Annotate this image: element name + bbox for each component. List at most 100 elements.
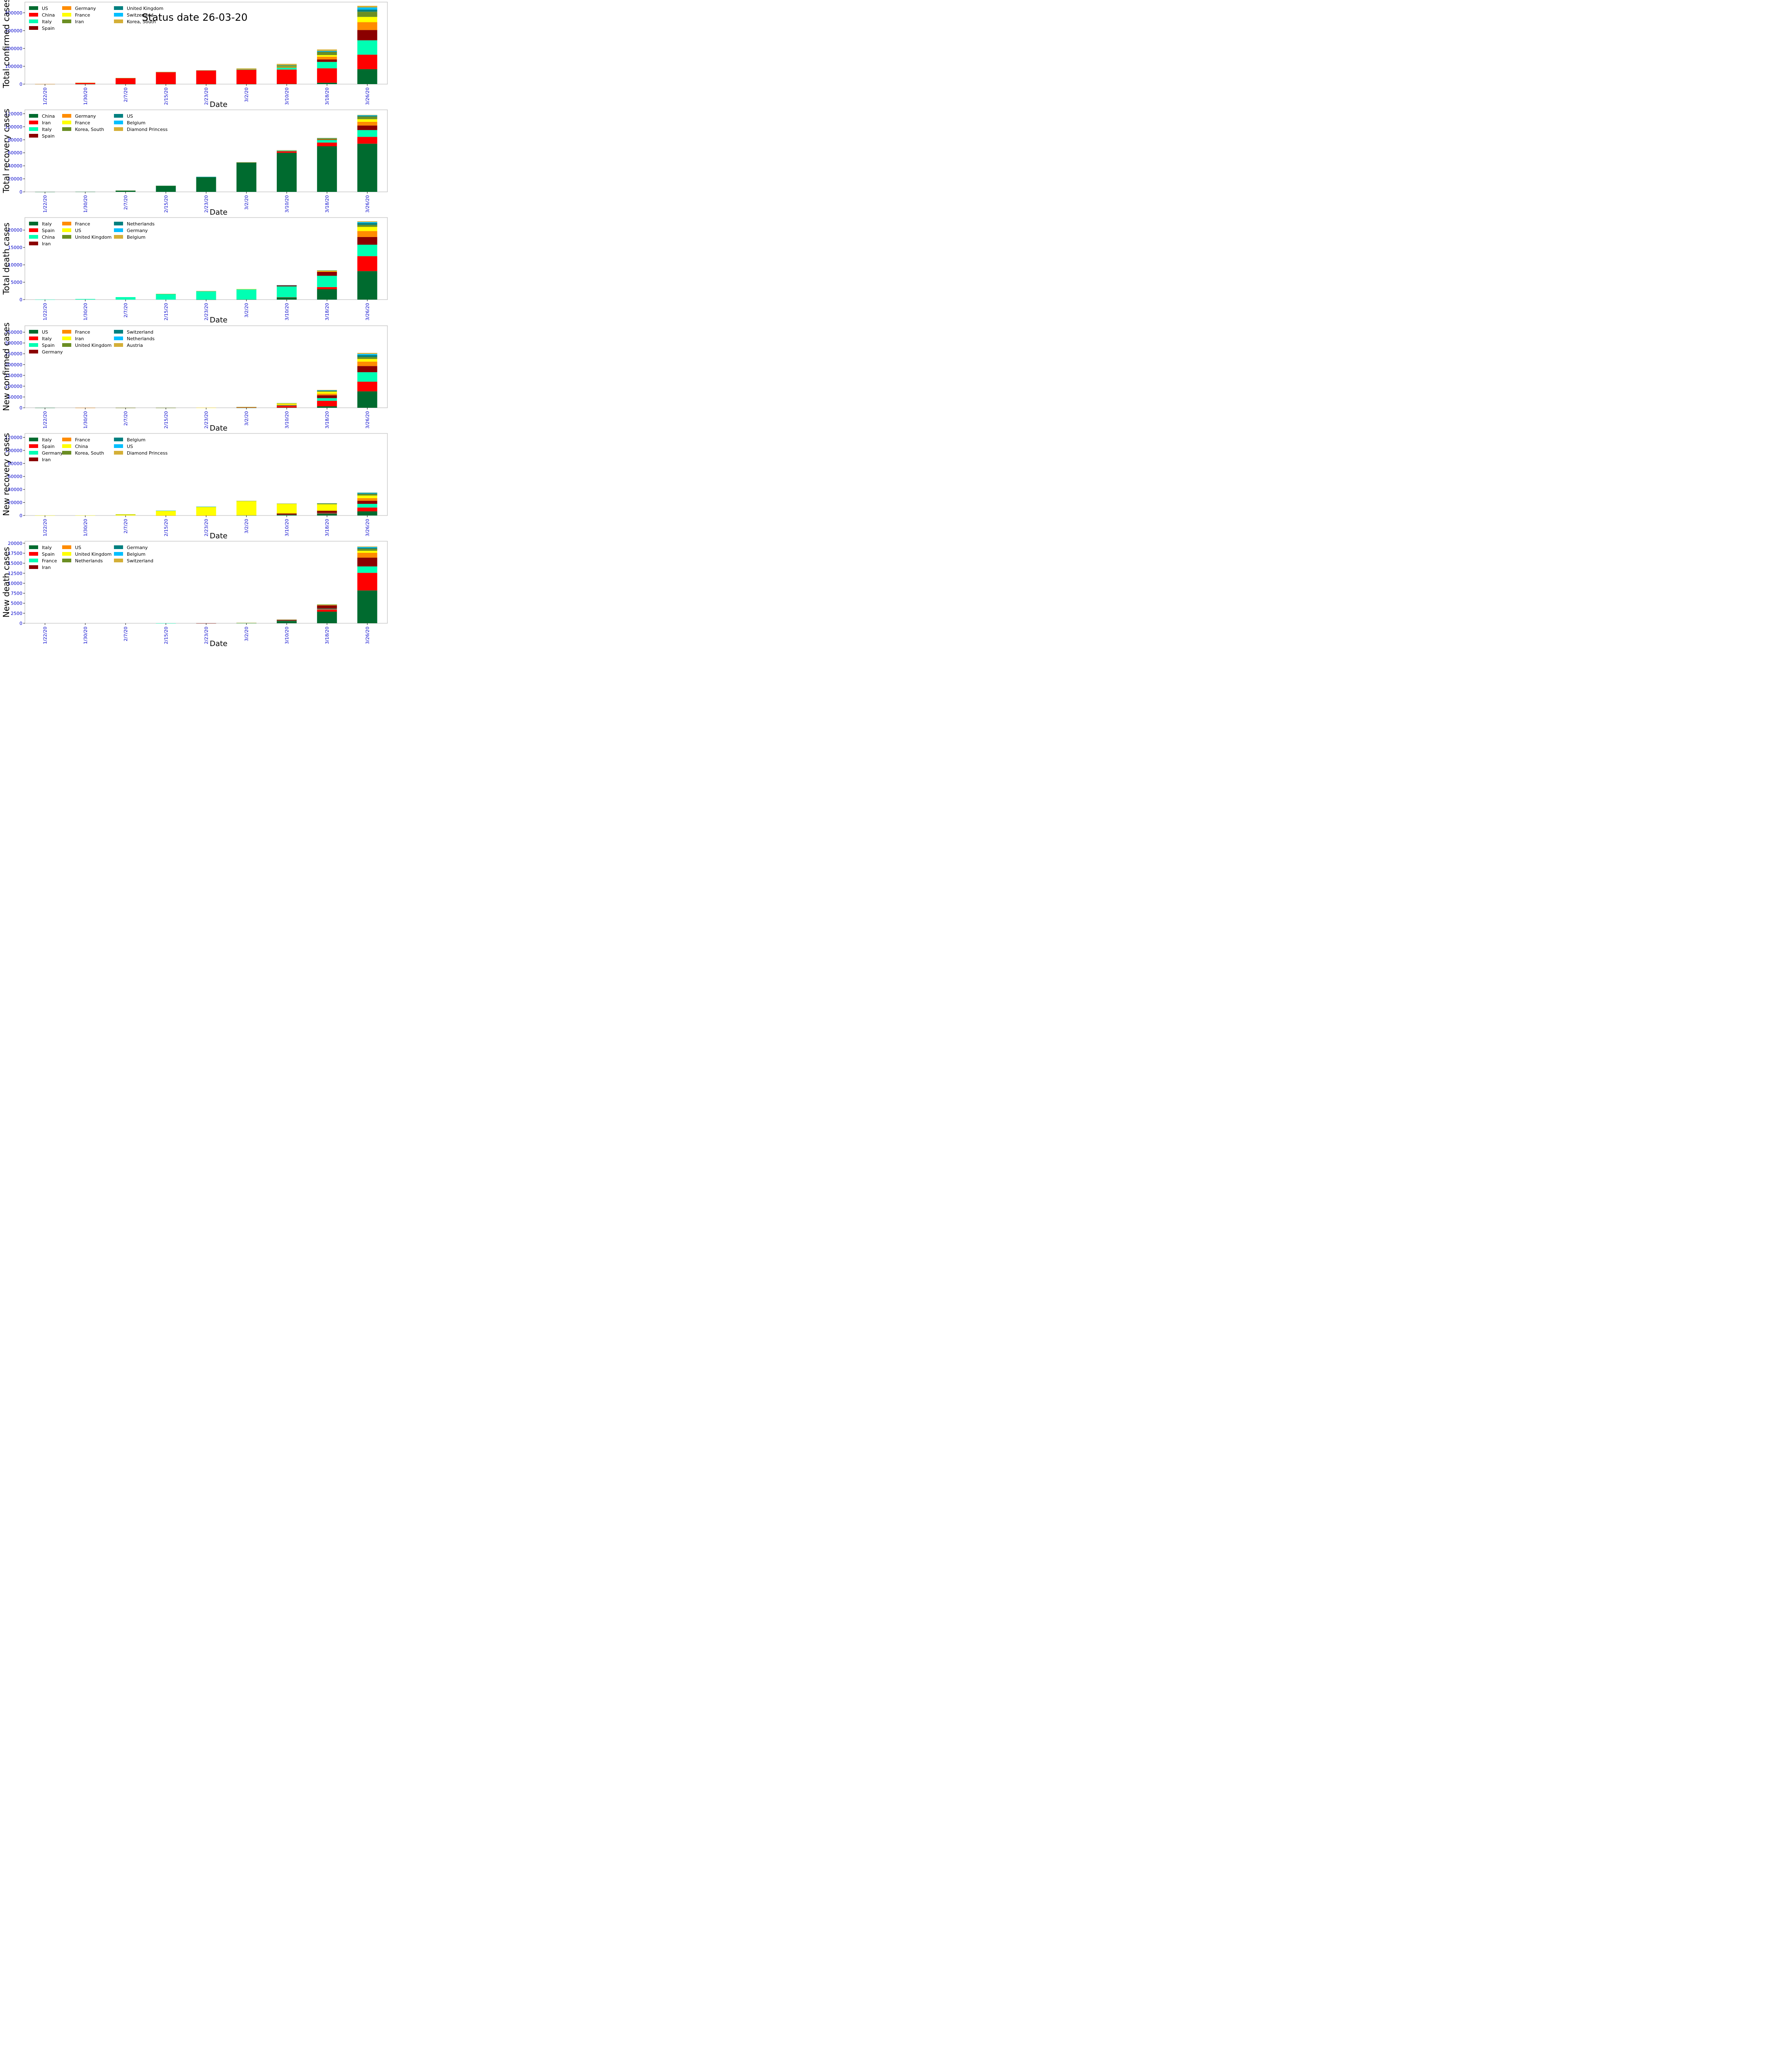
legend-item: Spain — [29, 133, 55, 139]
legend-label: Spain — [42, 228, 55, 233]
legend-swatch — [29, 451, 38, 455]
legend-label: United Kingdom — [75, 552, 111, 557]
legend-item: Belgium — [114, 235, 145, 240]
x-tick-label: 2/7/20 — [123, 519, 128, 533]
bar-segment-france — [357, 566, 377, 573]
legend-swatch — [62, 559, 71, 562]
legend-item: Iran — [29, 565, 51, 570]
legend-item: Germany — [62, 114, 96, 119]
legend-label: Spain — [42, 343, 55, 348]
y-tick-label: 20000 — [8, 228, 22, 233]
legend-label: Spain — [42, 133, 55, 139]
x-tick-label: 2/15/20 — [163, 195, 169, 213]
legend-item: France — [62, 120, 90, 126]
legend-swatch — [62, 127, 71, 131]
bar-segment-iran — [357, 501, 377, 504]
bar-segment-italy — [317, 401, 337, 407]
legend-label: Netherlands — [75, 558, 103, 564]
legend-swatch — [62, 13, 71, 17]
bar-segment-belgium — [357, 547, 377, 548]
y-tick-label: 200000 — [5, 362, 22, 368]
bar-segment-france — [236, 623, 256, 624]
x-tick-label: 3/26/20 — [365, 303, 370, 320]
x-tick-label: 3/18/20 — [324, 411, 330, 428]
legend-item: Italy — [29, 336, 52, 341]
bar-segment-france — [317, 139, 337, 140]
bar-segment-germany — [276, 405, 297, 406]
legend-label: Germany — [42, 450, 63, 456]
legend-label: China — [42, 12, 55, 18]
legend-label: China — [75, 444, 88, 449]
legend-swatch — [62, 114, 71, 118]
legend-item: United Kingdom — [62, 235, 111, 240]
bar-segment-diamond-princess — [357, 492, 377, 493]
legend-swatch — [114, 343, 123, 347]
bar-segment-iran — [357, 137, 377, 144]
bar-segment-iran — [317, 52, 337, 55]
legend-label: Belgium — [127, 437, 145, 443]
y-tick-label: 5000 — [11, 601, 22, 606]
bar-segment-iran — [276, 513, 297, 515]
legend-label: Italy — [42, 127, 52, 132]
legend-label: Diamond Princess — [127, 127, 168, 132]
bar-segment-belgium — [357, 493, 377, 494]
legend-label: United Kingdom — [75, 343, 111, 348]
bar-segment-italy — [276, 150, 297, 151]
bar-segment-germany — [317, 395, 337, 398]
y-tick-label: 0 — [19, 405, 22, 411]
status-date-label: Status date 26-03-20 — [142, 12, 248, 23]
x-tick-label: 2/7/20 — [123, 195, 128, 210]
legend-item: Diamond Princess — [114, 450, 168, 456]
bar-segment-us — [357, 227, 377, 231]
x-tick-label: 1/30/20 — [83, 411, 88, 428]
legend-swatch — [29, 559, 38, 562]
legend-swatch — [29, 6, 38, 10]
bar-segment-china — [236, 289, 256, 300]
bar-segment-korea-south — [276, 64, 297, 65]
x-tick-label: 3/26/20 — [365, 87, 370, 105]
legend-swatch — [62, 121, 71, 124]
bar-segment-iran — [317, 392, 337, 394]
legend-swatch — [29, 13, 38, 17]
bar-segment-france — [317, 271, 337, 272]
x-tick-label: 1/22/20 — [43, 195, 48, 213]
bar-segment-iran — [357, 237, 377, 245]
y-tick-label: 400000 — [5, 10, 22, 16]
bar-segment-spain — [357, 256, 377, 271]
x-tick-label: 3/18/20 — [324, 519, 330, 536]
chart-panel-6: 02500500075001000012500150001750020000Ne… — [1, 541, 388, 648]
legend-label: Switzerland — [127, 12, 153, 18]
legend-item: China — [62, 444, 88, 449]
bar-segment-us — [317, 82, 337, 84]
legend-swatch — [114, 114, 123, 118]
legend-label: US — [75, 228, 81, 233]
legend-item: Iran — [62, 19, 84, 24]
bar-segment-iran — [317, 511, 337, 513]
bar-segment-china — [357, 54, 377, 69]
legend-item: Diamond Princess — [114, 127, 168, 132]
bar-segment-korea-south — [357, 494, 377, 496]
legend-item: United Kingdom — [62, 552, 111, 557]
legend-swatch — [62, 336, 71, 340]
legend-item: France — [62, 437, 90, 443]
legend-label: Italy — [42, 545, 52, 550]
bar-segment-italy — [276, 297, 297, 300]
bar-segment-france — [357, 498, 377, 501]
x-axis-label: Date — [210, 100, 227, 109]
legend-item: China — [29, 12, 55, 18]
legend-label: France — [75, 12, 90, 18]
bar-segment-spain — [357, 372, 377, 382]
legend-swatch — [29, 336, 38, 340]
legend-item: Iran — [29, 457, 51, 462]
bar-segment-italy — [357, 511, 377, 516]
bar-segment-korea-south — [317, 138, 337, 139]
y-tick-label: 40000 — [8, 487, 22, 492]
legend-swatch — [114, 19, 123, 23]
legend-item: US — [114, 114, 133, 119]
y-tick-label: 20000 — [8, 500, 22, 506]
legend-item: Spain — [29, 228, 55, 233]
